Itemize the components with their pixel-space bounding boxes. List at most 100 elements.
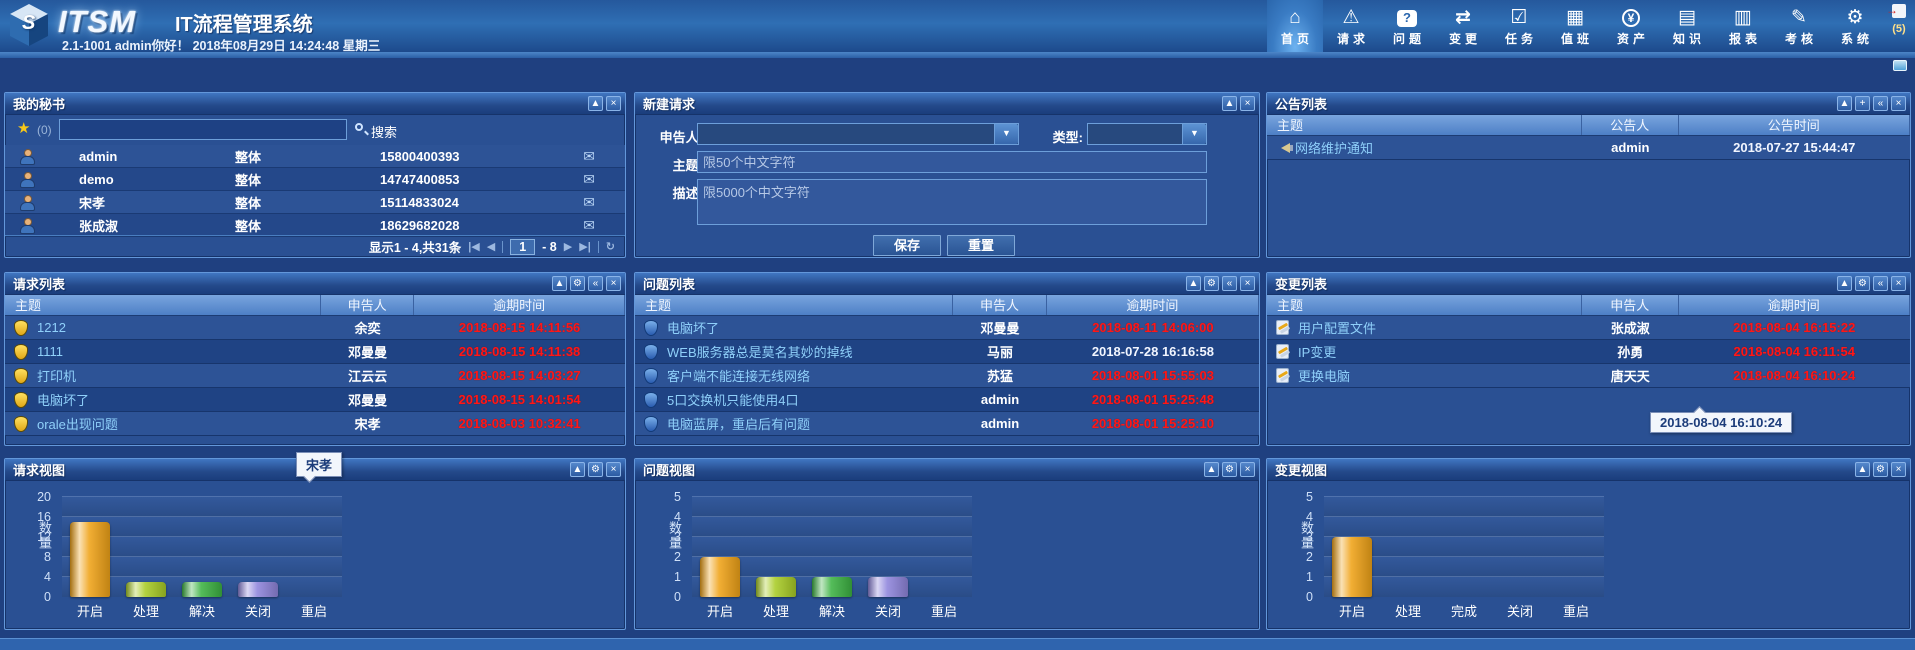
table-row[interactable]: 5口交换机只能使用4口 admin 2018-08-01 15:25:48 [635, 388, 1259, 412]
collapse-button[interactable]: ▲ [1186, 276, 1201, 291]
table-row[interactable]: 电脑蓝屏，重启后有问题 admin 2018-08-01 15:25:10 [635, 412, 1259, 436]
table-row[interactable]: 打印机 江云云 2018-08-15 14:03:27 [5, 364, 625, 388]
dock-button[interactable]: « [588, 276, 603, 291]
next-page-button[interactable]: ▶ [563, 241, 573, 253]
table-row[interactable]: 1111 邓曼曼 2018-08-15 14:11:38 [5, 340, 625, 364]
shield-question-icon [644, 415, 658, 432]
add-button[interactable]: + [1855, 96, 1870, 111]
nav-item-system[interactable]: ⚙ 系统 [1827, 0, 1883, 52]
logout-button[interactable]: (5) [1885, 3, 1913, 35]
close-button[interactable]: × [606, 462, 621, 477]
subject-link[interactable]: 5口交换机只能使用4口 [667, 393, 799, 408]
collapse-button[interactable]: ▲ [1204, 462, 1219, 477]
contact-row[interactable]: 张成淑 整体 18629682028 ✉ [5, 214, 625, 237]
table-row[interactable]: 用户配置文件 张成淑 2018-08-04 16:15:22 [1267, 316, 1910, 340]
settings-button[interactable]: ⚙ [570, 276, 585, 291]
close-button[interactable]: × [1240, 96, 1255, 111]
settings-button[interactable]: ⚙ [1204, 276, 1219, 291]
contact-search-input[interactable] [59, 119, 347, 140]
send-mail-button[interactable]: ✉ [583, 147, 595, 164]
send-mail-button[interactable]: ✉ [583, 193, 595, 210]
subject-link[interactable]: 网络维护通知 [1295, 141, 1374, 156]
collapse-button[interactable]: ▲ [570, 462, 585, 477]
contact-name: admin [79, 148, 118, 164]
collapse-button[interactable]: ▲ [1837, 96, 1852, 111]
contact-row[interactable]: demo 整体 14747400853 ✉ [5, 168, 625, 191]
table-row[interactable]: 更换电脑 唐天天 2018-08-04 16:10:24 [1267, 364, 1910, 388]
chevron-down-icon[interactable]: ▼ [994, 124, 1018, 144]
table-row[interactable]: WEB服务器总是莫名其妙的掉线 马丽 2018-07-28 16:16:58 [635, 340, 1259, 364]
settings-button[interactable]: ⚙ [1873, 462, 1888, 477]
table-row[interactable]: 电脑坏了 邓曼曼 2018-08-11 14:06:00 [635, 316, 1259, 340]
contact-row[interactable]: admin 整体 15800400393 ✉ [5, 145, 625, 168]
close-button[interactable]: × [606, 96, 621, 111]
subject-link[interactable]: WEB服务器总是莫名其妙的掉线 [667, 345, 853, 360]
task-icon: ☑ [1510, 6, 1528, 28]
last-page-button[interactable]: ▶| [579, 241, 591, 253]
table-row[interactable]: IP变更 孙勇 2018-08-04 16:11:54 [1267, 340, 1910, 364]
subject-link[interactable]: 1212 [37, 320, 66, 335]
nav-item-task[interactable]: ☑ 任务 [1491, 0, 1547, 52]
search-button[interactable]: 搜索 [371, 125, 398, 140]
table-row[interactable]: 1212 余奕 2018-08-15 14:11:56 [5, 316, 625, 340]
dock-button[interactable]: « [1873, 276, 1888, 291]
table-row[interactable]: 电脑坏了 邓曼曼 2018-08-15 14:01:54 [5, 388, 625, 412]
description-textarea[interactable] [697, 179, 1207, 225]
reporter-select[interactable]: ▼ [697, 123, 1019, 145]
nav-item-exam[interactable]: ✎ 考核 [1771, 0, 1827, 52]
send-mail-button[interactable]: ✉ [583, 170, 595, 187]
nav-item-knowledge[interactable]: ▤ 知识 [1659, 0, 1715, 52]
close-button[interactable]: × [1891, 276, 1906, 291]
quick-panel-icon[interactable] [1893, 60, 1907, 71]
close-button[interactable]: × [606, 276, 621, 291]
collapse-button[interactable]: ▲ [552, 276, 567, 291]
refresh-button[interactable]: ↻ [605, 241, 615, 253]
subject-link[interactable]: 打印机 [37, 369, 77, 384]
subject-link[interactable]: 1111 [37, 344, 64, 359]
table-row[interactable]: 网络维护通知 admin 2018-07-27 15:44:47 [1267, 136, 1910, 160]
subject-link[interactable]: 用户配置文件 [1298, 321, 1377, 336]
favorites-star-icon[interactable]: ★ [17, 120, 31, 137]
prev-page-button[interactable]: ◀ [486, 241, 496, 253]
close-button[interactable]: × [1891, 462, 1906, 477]
page-number-input[interactable]: 1 [510, 238, 536, 255]
contact-row[interactable]: 宋孝 整体 15114833024 ✉ [5, 191, 625, 214]
nav-item-request[interactable]: ⚠ 请求 [1323, 0, 1379, 52]
collapse-button[interactable]: ▲ [588, 96, 603, 111]
nav-item-change[interactable]: ⇄ 变更 [1435, 0, 1491, 52]
close-button[interactable]: × [1240, 462, 1255, 477]
subject-link[interactable]: 电脑坏了 [37, 393, 90, 408]
nav-item-home[interactable]: ⌂ 首页 [1267, 0, 1323, 52]
dock-button[interactable]: « [1222, 276, 1237, 291]
subject-link[interactable]: 电脑坏了 [667, 321, 720, 336]
collapse-button[interactable]: ▲ [1837, 276, 1852, 291]
nav-item-duty[interactable]: ▦ 值班 [1547, 0, 1603, 52]
type-select[interactable]: ▼ [1087, 123, 1207, 145]
close-button[interactable]: × [1240, 276, 1255, 291]
subject-link[interactable]: IP变更 [1298, 345, 1337, 360]
subject-link[interactable]: 更换电脑 [1298, 369, 1351, 384]
nav-item-report[interactable]: ▥ 报表 [1715, 0, 1771, 52]
subject-link[interactable]: orale出现问题 [37, 417, 118, 432]
first-page-button[interactable]: |◀ [468, 241, 480, 253]
nav-item-asset[interactable]: ¥ 资产 [1603, 0, 1659, 52]
save-button[interactable]: 保存 [873, 235, 941, 256]
dock-button[interactable]: « [1873, 96, 1888, 111]
nav-item-problem[interactable]: ? 问题 [1379, 0, 1435, 52]
collapse-button[interactable]: ▲ [1222, 96, 1237, 111]
table-row[interactable]: 客户端不能连接无线网络 苏猛 2018-08-01 15:55:03 [635, 364, 1259, 388]
send-mail-button[interactable]: ✉ [583, 216, 595, 233]
person-icon [19, 194, 35, 211]
close-button[interactable]: × [1891, 96, 1906, 111]
chevron-down-icon[interactable]: ▼ [1182, 124, 1206, 144]
settings-button[interactable]: ⚙ [1855, 276, 1870, 291]
subject-link[interactable]: 电脑蓝屏，重启后有问题 [667, 417, 811, 432]
collapse-button[interactable]: ▲ [1855, 462, 1870, 477]
subject-link[interactable]: 客户端不能连接无线网络 [667, 369, 811, 384]
settings-button[interactable]: ⚙ [588, 462, 603, 477]
settings-button[interactable]: ⚙ [1222, 462, 1237, 477]
search-icon[interactable] [355, 123, 363, 131]
reset-button[interactable]: 重置 [947, 235, 1015, 256]
subject-input[interactable] [697, 151, 1207, 173]
table-row[interactable]: orale出现问题 宋孝 2018-08-03 10:32:41 [5, 412, 625, 436]
